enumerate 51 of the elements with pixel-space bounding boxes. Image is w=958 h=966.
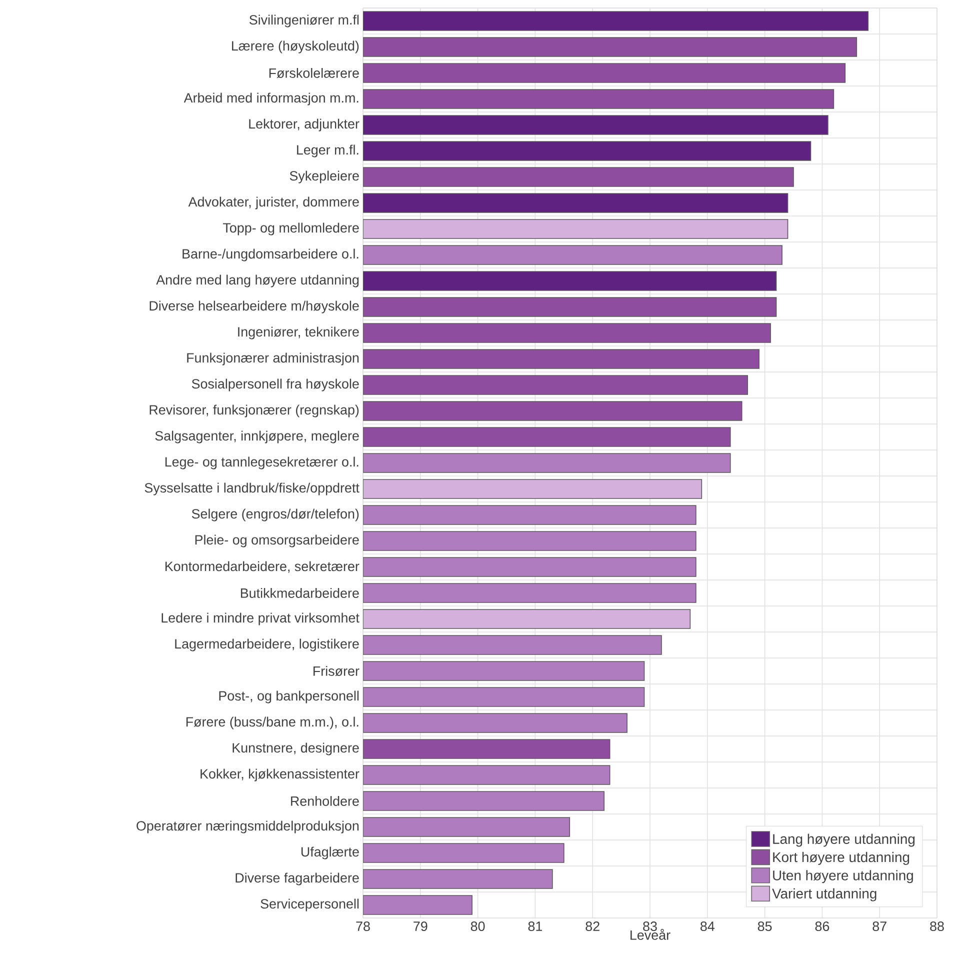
y-tick-label: Leger m.fl. <box>297 144 358 158</box>
y-tick-label: Kokker, kjøkkenassistenter <box>200 768 360 782</box>
y-tick-label: Sysselsatte i landbruk/fiske/oppdrett <box>144 482 360 496</box>
y-tick-label: Funksjonærer administrasjon <box>187 352 359 366</box>
x-tick-label: 88 <box>930 922 944 932</box>
x-axis-title: Leveår <box>630 928 670 940</box>
y-tick-label: Salgsagenter, innkjøpere, meglere <box>155 430 359 444</box>
y-tick-label: Sosialpersonell fra høyskole <box>192 378 359 392</box>
y-tick-label: Kunstnere, designere <box>232 742 359 756</box>
y-tick-label: Andre med lang høyere utdanning <box>156 274 359 288</box>
x-tick-label: 81 <box>528 922 542 932</box>
y-tick-label: Sivilingeniører m.fl <box>249 14 359 28</box>
y-tick-label: Sykepleiere <box>290 170 359 184</box>
y-tick-label: Ingeniører, teknikere <box>238 326 359 340</box>
x-tick-label: 80 <box>470 922 485 932</box>
legend-label: Lang høyere utdanning <box>773 834 915 847</box>
y-tick-label: Kontormedarbeidere, sekretærer <box>165 561 360 573</box>
y-tick-label: Renholdere <box>291 796 359 806</box>
y-tick-label: Lege- og tannlegesekretærer o.l. <box>165 456 358 470</box>
y-tick-label: Lagermedarbeidere, logistikere <box>175 638 359 652</box>
x-tick-label: 82 <box>586 922 600 932</box>
y-tick-label: Revisorer, funksjonærer (regnskap) <box>150 404 359 418</box>
y-tick-label: Barne-/ungdomsarbeidere o.l. <box>182 248 358 262</box>
x-tick-label: 84 <box>700 922 714 932</box>
y-tick-label: Lektorer, adjunkter <box>249 118 360 132</box>
x-tick-label: 87 <box>872 922 886 932</box>
y-tick-label: Ufaglærte <box>301 846 359 860</box>
y-tick-label: Diverse helsearbeidere m/høyskole <box>150 300 359 314</box>
y-tick-label: Selgere (engros/dør/telefon) <box>192 508 359 522</box>
legend-label: Variert utdanning <box>772 888 876 902</box>
y-tick-label: Diverse fagarbeidere <box>236 872 359 886</box>
y-tick-label: Arbeid med informasjon m.m. <box>184 92 358 106</box>
y-tick-label: Pleie- og omsorgsarbeidere <box>195 534 359 548</box>
x-tick-label: 86 <box>815 922 830 932</box>
legend-label: Uten høyere utdanning <box>773 870 913 884</box>
y-tick-label: Advokater, jurister, dommere <box>188 196 359 210</box>
y-tick-label: Førere (buss/bane m.m.), o.l. <box>186 716 358 730</box>
y-tick-label: Frisører <box>314 666 360 676</box>
y-tick-label: Butikkmedarbeidere <box>240 588 359 598</box>
y-tick-label: Operatører næringsmiddelproduksjon <box>136 820 359 834</box>
y-tick-label: Servicepersonell <box>260 898 359 912</box>
y-tick-label: Lærere (høyskoleutd) <box>232 40 359 54</box>
y-tick-label: Topp- og mellomledere <box>222 222 359 236</box>
x-tick-label: 85 <box>758 922 772 932</box>
x-tick-label: 79 <box>414 922 428 932</box>
y-tick-label: Post-, og bankpersonell <box>219 690 359 704</box>
x-tick-label: 83 <box>643 922 657 932</box>
legend-label: Kort høyere utdanning <box>773 852 910 865</box>
y-tick-label: Førskolelærere <box>269 68 359 78</box>
y-tick-label: Ledere i mindre privat virksomhet <box>162 612 360 626</box>
x-tick-label: 78 <box>356 922 370 932</box>
